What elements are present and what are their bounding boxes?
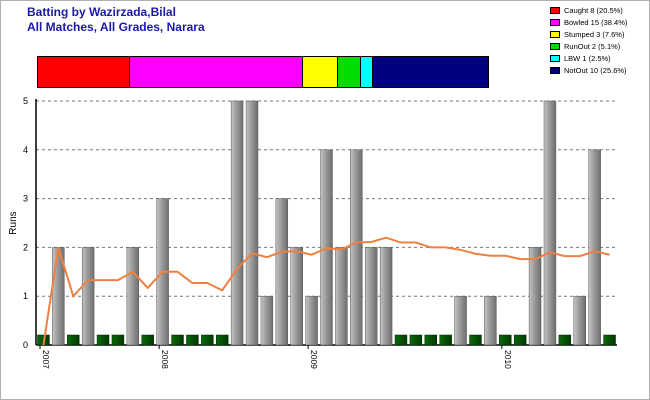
duck-marker	[499, 334, 512, 346]
bar	[305, 295, 318, 346]
chart-subtitle: All Matches, All Grades, Narara	[27, 20, 205, 34]
bar	[275, 198, 289, 346]
y-tick-label: 2	[23, 242, 28, 252]
legend-swatch	[550, 31, 560, 38]
legend: Caught 8 (20.5%) Bowled 15 (38.4%) Stumped…	[550, 5, 627, 77]
average-line	[42, 236, 610, 346]
legend-item: LBW 1 (2.5%)	[550, 53, 627, 64]
bar	[260, 295, 274, 346]
bar	[350, 149, 363, 346]
bar	[588, 149, 601, 346]
bar	[126, 247, 140, 346]
duck-marker	[67, 334, 80, 346]
dismissal-segment-caught	[38, 57, 131, 87]
bar	[484, 295, 497, 346]
dismissal-segment-runout	[337, 57, 362, 87]
x-tick-label: 2010	[503, 350, 513, 369]
legend-item: Caught 8 (20.5%)	[550, 5, 627, 16]
bar	[543, 100, 557, 346]
duck-marker	[111, 334, 125, 346]
y-tick-label: 5	[23, 96, 28, 106]
bar	[379, 247, 393, 346]
duck-marker	[96, 334, 110, 346]
duck-marker	[409, 334, 423, 346]
dismissal-segment-lbw	[361, 57, 373, 87]
duck-marker	[186, 334, 199, 346]
legend-item: RunOut 2 (5.1%)	[550, 41, 627, 52]
duck-marker	[216, 334, 229, 346]
duck-marker	[439, 334, 452, 346]
legend-label: Stumped 3 (7.6%)	[564, 30, 625, 39]
duck-marker	[558, 334, 572, 346]
legend-swatch	[550, 7, 560, 14]
dismissal-strip	[37, 56, 489, 88]
dismissal-segment-notout	[372, 57, 488, 87]
x-tick-label: 2008	[160, 350, 170, 369]
duck-marker	[469, 334, 482, 346]
duck-marker	[603, 334, 616, 346]
legend-item: NotOut 10 (25.6%)	[550, 65, 627, 76]
y-tick-label: 4	[23, 145, 28, 155]
bar	[528, 247, 542, 346]
legend-item: Bowled 15 (38.4%)	[550, 17, 627, 28]
legend-swatch	[550, 19, 560, 26]
legend-label: RunOut 2 (5.1%)	[564, 42, 621, 51]
duck-marker	[394, 334, 408, 346]
dismissal-segment-bowled	[130, 57, 304, 87]
legend-swatch	[550, 55, 560, 62]
y-tick-label: 1	[23, 291, 28, 301]
legend-item: Stumped 3 (7.6%)	[550, 29, 627, 40]
bar	[245, 100, 259, 346]
y-tick-label: 3	[23, 194, 28, 204]
bar	[230, 100, 244, 346]
bar	[81, 247, 95, 346]
bar	[454, 295, 467, 346]
legend-label: NotOut 10 (25.6%)	[564, 66, 627, 75]
legend-label: Caught 8 (20.5%)	[564, 6, 623, 15]
bar	[290, 247, 303, 346]
duck-marker	[201, 334, 214, 346]
chart-title: Batting by Wazirzada,Bilal	[27, 5, 176, 19]
legend-swatch	[550, 43, 560, 50]
y-tick-label: 0	[23, 340, 28, 350]
x-tick-label: 2009	[309, 350, 319, 369]
x-tick-label: 2007	[41, 350, 51, 369]
legend-label: LBW 1 (2.5%)	[564, 54, 611, 63]
bar	[364, 247, 378, 346]
y-axis-label: Runs	[8, 211, 19, 234]
legend-swatch	[550, 67, 560, 74]
bar	[335, 247, 348, 346]
dismissal-segment-stumped	[303, 57, 338, 87]
duck-marker	[424, 334, 437, 346]
bar	[573, 295, 586, 346]
duck-marker	[141, 334, 154, 346]
legend-label: Bowled 15 (38.4%)	[564, 18, 628, 27]
duck-marker	[513, 334, 527, 346]
duck-marker	[171, 334, 184, 346]
